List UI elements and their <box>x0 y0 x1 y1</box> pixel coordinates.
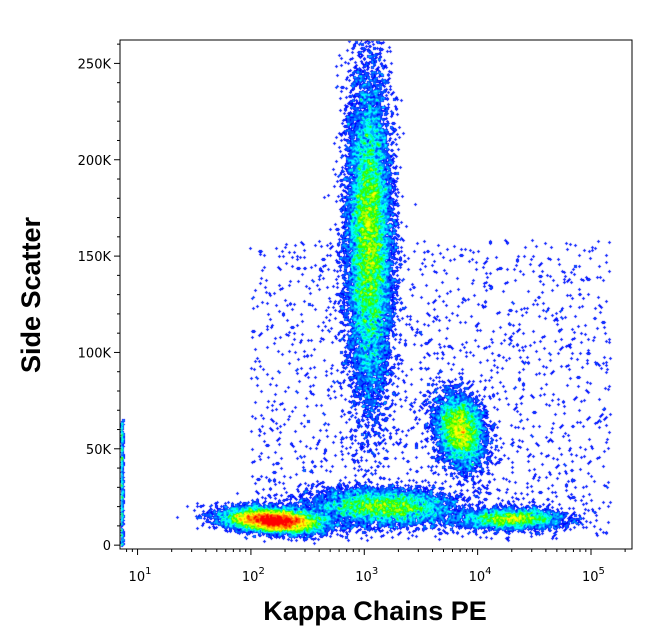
y-tick-labels: 0 50K 100K 150K 200K 250K <box>78 57 112 554</box>
x-tick-label: 104 <box>469 566 492 585</box>
x-tick-label: 105 <box>582 566 605 585</box>
density-dots <box>120 40 632 549</box>
plot-area-frame <box>119 39 633 550</box>
y-tick-label: 150K <box>78 250 112 265</box>
x-tick-label: 101 <box>129 566 152 585</box>
x-tick-labels: 101 102 103 104 105 <box>129 566 605 585</box>
y-tick-label: 200K <box>78 154 112 169</box>
x-tick-label: 102 <box>242 566 265 585</box>
y-tick-label: 50K <box>86 443 112 458</box>
x-tick-label: 103 <box>355 566 378 585</box>
y-tick-label: 250K <box>78 57 112 72</box>
y-axis-label: Side Scatter <box>16 216 46 373</box>
y-tick-label: 100K <box>78 346 112 361</box>
density-canvas <box>120 40 632 549</box>
x-axis-label: Kappa Chains PE <box>263 596 487 626</box>
y-tick-label: 0 <box>103 539 111 554</box>
